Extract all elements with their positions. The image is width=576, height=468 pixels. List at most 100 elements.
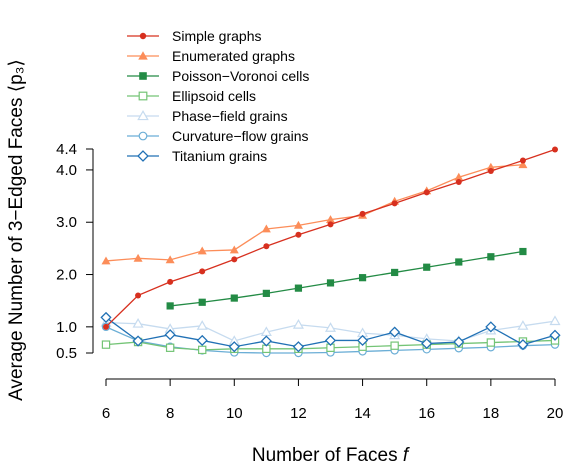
data-point-titanium-grains [549, 329, 561, 341]
legend-marker [137, 110, 149, 121]
data-point-phase-field-grains [324, 322, 337, 332]
data-point-titanium-grains [485, 321, 497, 333]
legend-item-poisson-voronoi-cells: Poisson−Voronoi cells [127, 68, 309, 84]
data-point-phase-field-grains [196, 320, 208, 330]
data-point-simple-graphs [423, 189, 430, 196]
data-point-simple-graphs [519, 157, 526, 164]
data-point-enumerated-graphs [518, 160, 528, 169]
x-tick-label: 18 [483, 405, 500, 422]
y-ticks: 0.5 1.0 2.0 3.0 4.0 4.4 [56, 141, 93, 362]
data-point-poisson-voronoi-cells [166, 302, 174, 310]
x-ticks: 6 8 10 12 14 16 18 20 [102, 379, 564, 422]
data-point-enumerated-graphs [293, 220, 303, 229]
data-point-simple-graphs [263, 243, 270, 250]
y-tick-label: 1.0 [56, 319, 77, 336]
data-point-poisson-voronoi-cells [326, 279, 335, 287]
legend-label: Titanium grains [172, 148, 267, 164]
data-point-enumerated-graphs [261, 224, 271, 233]
data-point-phase-field-grains [132, 317, 144, 328]
data-point-titanium-grains [260, 335, 272, 347]
legend-marker [139, 72, 147, 80]
data-point-phase-field-grains [517, 320, 529, 330]
axes [92, 149, 555, 380]
data-point-simple-graphs [199, 268, 206, 275]
data-point-poisson-voronoi-cells [358, 274, 367, 282]
data-point-titanium-grains [389, 326, 401, 338]
data-point-titanium-grains [421, 337, 433, 350]
legend-marker [137, 150, 149, 162]
series-layer [100, 146, 561, 358]
legend-item-phase-field-grains: Phase−field grains [127, 108, 288, 124]
data-point-titanium-grains [196, 334, 208, 347]
data-point-simple-graphs [359, 210, 366, 217]
data-point-poisson-voronoi-cells [262, 289, 270, 297]
legend-label: Ellipsoid cells [172, 88, 256, 104]
legend-item-enumerated-graphs: Enumerated graphs [127, 48, 295, 64]
data-point-poisson-voronoi-cells [391, 268, 399, 277]
legend-item-curvature-flow-grains: Curvature−flow grains [127, 128, 309, 144]
x-axis-label: Number of Faces f [252, 445, 410, 466]
data-point-ellipsoid-cells [165, 343, 175, 352]
data-point-enumerated-graphs [486, 162, 496, 171]
legend-marker [138, 51, 148, 60]
x-tick-label: 8 [166, 405, 174, 422]
legend-label: Curvature−flow grains [172, 128, 309, 144]
data-point-enumerated-graphs [133, 253, 143, 262]
data-point-simple-graphs [231, 256, 238, 263]
data-point-phase-field-grains [292, 319, 304, 329]
data-point-simple-graphs [552, 146, 558, 153]
data-point-titanium-grains [324, 334, 337, 347]
x-tick-label: 12 [290, 405, 307, 422]
data-point-titanium-grains [132, 335, 144, 347]
y-tick-label: 2.0 [56, 267, 77, 284]
x-tick-label: 16 [418, 405, 435, 422]
data-point-ellipsoid-cells [198, 345, 207, 355]
data-point-enumerated-graphs [229, 245, 239, 254]
data-point-titanium-grains [517, 339, 529, 351]
data-point-simple-graphs [487, 167, 494, 174]
legend-marker [139, 32, 147, 40]
data-point-enumerated-graphs [326, 215, 335, 223]
data-point-simple-graphs [103, 323, 109, 330]
data-point-simple-graphs [455, 178, 462, 185]
data-point-titanium-grains [356, 334, 369, 347]
data-point-phase-field-grains [549, 315, 561, 326]
data-point-simple-graphs [135, 292, 142, 299]
data-point-simple-graphs [167, 278, 174, 285]
legend-item-simple-graphs: Simple graphs [127, 28, 262, 44]
data-point-ellipsoid-cells [101, 340, 111, 349]
y-axis-label: Average Number of 3−Edged Faces ⟨p₃⟩ [6, 59, 27, 401]
x-tick-label: 14 [354, 405, 371, 422]
y-tick-label: 0.5 [56, 345, 77, 362]
data-point-enumerated-graphs [165, 255, 175, 264]
data-point-titanium-grains [228, 341, 240, 353]
series-line-simple-graphs [105, 148, 556, 328]
data-point-titanium-grains [164, 329, 176, 341]
legend-item-titanium-grains: Titanium grains [127, 148, 267, 164]
data-point-titanium-grains [100, 311, 112, 324]
data-point-enumerated-graphs [197, 246, 207, 255]
series-poisson-voronoi-cells [166, 247, 527, 310]
data-point-titanium-grains [292, 341, 305, 353]
data-point-poisson-voronoi-cells [455, 258, 463, 266]
data-point-poisson-voronoi-cells [230, 294, 238, 302]
data-point-poisson-voronoi-cells [423, 263, 431, 271]
data-point-poisson-voronoi-cells [519, 247, 527, 256]
data-point-ellipsoid-cells [486, 338, 496, 347]
legend-marker [138, 91, 148, 101]
y-tick-label: 3.0 [56, 214, 77, 231]
data-point-poisson-voronoi-cells [487, 253, 495, 261]
data-point-ellipsoid-cells [390, 341, 399, 350]
data-point-enumerated-graphs [101, 256, 111, 265]
series-titanium-grains [100, 311, 561, 353]
data-point-titanium-grains [453, 336, 465, 348]
legend-marker [138, 131, 148, 141]
series-line-poisson-voronoi-cells [170, 250, 524, 307]
x-tick-label: 10 [226, 405, 243, 422]
data-point-poisson-voronoi-cells [294, 284, 303, 292]
data-point-poisson-voronoi-cells [198, 298, 206, 306]
x-tick-label: 20 [547, 405, 564, 422]
data-point-simple-graphs [327, 221, 334, 228]
legend-item-ellipsoid-cells: Ellipsoid cells [127, 88, 256, 104]
legend-label: Poisson−Voronoi cells [172, 68, 309, 84]
